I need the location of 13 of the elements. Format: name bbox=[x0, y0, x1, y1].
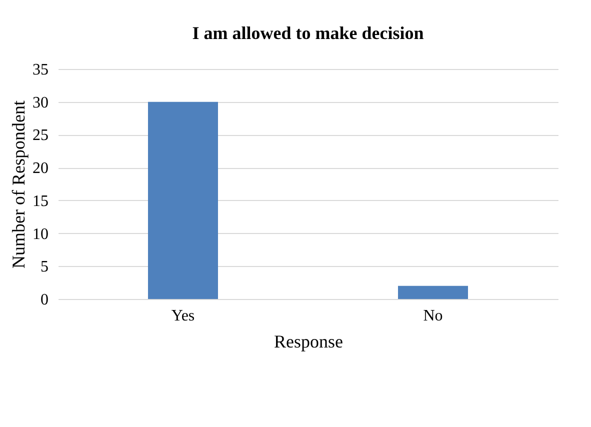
y-axis-title: Number of Respondent bbox=[8, 100, 28, 268]
y-tick-label: 35 bbox=[32, 62, 48, 78]
y-tick-label: 10 bbox=[32, 226, 48, 243]
y-tick-label: 5 bbox=[40, 258, 48, 276]
x-tick-label: Yes bbox=[171, 308, 195, 324]
y-tick-label: 30 bbox=[32, 94, 48, 112]
x-axis-title: Response bbox=[274, 332, 344, 352]
y-tick-label: 15 bbox=[32, 192, 48, 210]
y-tick-label: 20 bbox=[32, 160, 48, 178]
y-tick-label: 25 bbox=[32, 127, 48, 144]
y-tick-label: 0 bbox=[40, 292, 48, 308]
chart-title: I am allowed to make decision bbox=[192, 23, 424, 43]
x-tick-label: No bbox=[423, 308, 443, 324]
